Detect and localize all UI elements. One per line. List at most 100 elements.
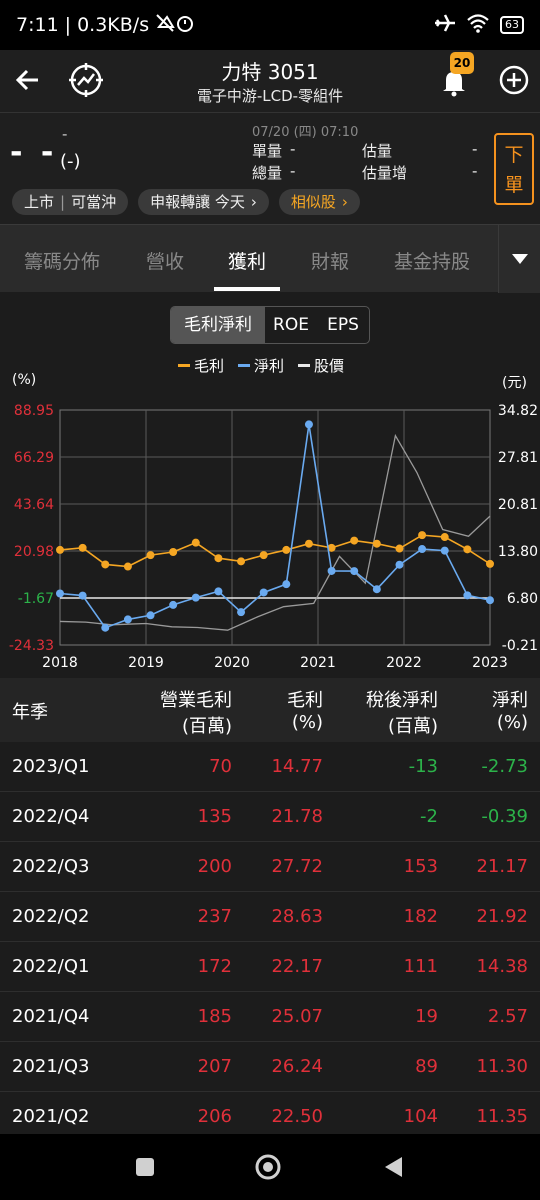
table-row[interactable]: 2022/Q4 135 21.78 -2 -0.39 — [0, 792, 540, 842]
point-net — [350, 567, 359, 576]
point-gross — [169, 547, 178, 556]
cell-gross-margin: 14.77 — [271, 756, 323, 777]
cell-net-income: 182 — [403, 906, 438, 927]
series-line-gross — [59, 534, 491, 568]
y-left-tick-label: 88.95 — [14, 403, 54, 419]
point-net — [463, 591, 472, 600]
point-net — [486, 596, 494, 605]
point-gross — [350, 536, 359, 545]
cell-net-margin: 14.38 — [476, 956, 528, 977]
segment-margin[interactable]: 毛利淨利 — [171, 307, 265, 343]
point-net — [146, 611, 155, 620]
cell-net-margin: -0.39 — [481, 806, 528, 827]
target-chart-icon[interactable] — [66, 60, 106, 100]
cell-gross-profit: 206 — [197, 1106, 232, 1127]
back-icon[interactable] — [378, 1152, 408, 1182]
system-nav-bar — [0, 1134, 540, 1200]
stock-title: 力特 3051 — [221, 60, 319, 84]
point-net — [101, 623, 110, 632]
tab-financials[interactable]: 財報 — [311, 251, 350, 273]
price-change: - — [62, 125, 68, 143]
order-button[interactable]: 下單 — [494, 133, 534, 205]
segment-roe[interactable]: ROE — [273, 315, 309, 335]
chevron-right-icon: › — [250, 193, 257, 211]
cell-gross-profit: 135 — [197, 806, 232, 827]
chip-divider: | — [60, 193, 66, 211]
point-net — [395, 560, 404, 569]
tab-profit[interactable]: 獲利 — [228, 251, 267, 273]
y-left-tick-label: -1.67 — [18, 591, 54, 607]
cell-gross-profit: 70 — [209, 756, 232, 777]
point-net — [56, 589, 64, 598]
point-gross — [282, 545, 291, 554]
tab-chip-distribution[interactable]: 籌碼分佈 — [24, 251, 101, 273]
point-gross — [191, 538, 200, 547]
cell-gross-profit: 237 — [197, 906, 232, 927]
y-right-tick-label: 6.80 — [507, 591, 538, 607]
header-gross-margin: 毛利 — [287, 690, 323, 711]
header-net-margin: 淨利 — [492, 690, 528, 711]
notification-badge: 20 — [450, 52, 474, 74]
cell-quarter: 2022/Q4 — [12, 806, 90, 827]
cell-net-income: 19 — [415, 1006, 438, 1027]
table-row[interactable]: 2022/Q1 172 22.17 111 14.38 — [0, 942, 540, 992]
y-left-tick-label: 66.29 — [14, 450, 54, 466]
point-gross — [418, 531, 427, 540]
cell-net-income: 89 — [415, 1056, 438, 1077]
status-net: 0.3KB/s — [77, 14, 150, 36]
add-icon[interactable] — [496, 62, 532, 98]
similar-stocks-chip[interactable]: 相似股 › — [278, 189, 360, 215]
cell-net-margin: 2.57 — [487, 1006, 528, 1027]
back-arrow-icon[interactable] — [10, 62, 46, 98]
point-net — [237, 608, 246, 617]
cell-net-margin: -2.73 — [481, 756, 528, 777]
single-vol-label: 單量 — [252, 142, 283, 160]
status-time: 7:11 — [16, 14, 59, 36]
point-net — [191, 593, 200, 602]
point-net — [282, 580, 291, 589]
legend-gross-label: 毛利 — [194, 357, 225, 375]
table-row[interactable]: 2022/Q2 237 28.63 182 21.92 — [0, 892, 540, 942]
stock-industry: 電子中游-LCD-零組件 — [196, 87, 344, 105]
single-vol-value: - — [290, 140, 296, 158]
margin-chart: 88.95 34.82 66.29 27.81 43.64 20.81 20.98 13.80… — [9, 403, 538, 671]
point-net — [169, 600, 178, 609]
bell-icon[interactable] — [436, 64, 472, 100]
battery-icon: 63 — [500, 16, 524, 34]
market-chip[interactable]: 上市 | 可當沖 — [12, 189, 129, 215]
price-value: - - — [10, 135, 58, 170]
tabs-dropdown-button[interactable] — [498, 225, 540, 293]
transfer-chip[interactable]: 申報轉讓 今天 › — [138, 189, 269, 215]
segment-eps[interactable]: EPS — [327, 315, 359, 335]
table-row[interactable]: 2021/Q4 185 25.07 19 2.57 — [0, 992, 540, 1042]
section-tabs: 籌碼分佈 營收 獲利 財報 基金持股 — [0, 224, 540, 293]
cell-gross-profit: 172 — [197, 956, 232, 977]
point-gross — [395, 544, 404, 553]
legend-price-label: 股價 — [314, 357, 345, 375]
point-gross — [56, 545, 64, 554]
point-gross — [440, 533, 449, 542]
chevron-right-icon: › — [341, 193, 348, 211]
tab-fund-holdings[interactable]: 基金持股 — [394, 251, 471, 273]
cell-gross-profit: 200 — [197, 856, 232, 877]
x-tick-label: 2020 — [214, 655, 250, 671]
y-right-tick-label: 34.82 — [498, 403, 538, 419]
cell-gross-margin: 22.50 — [271, 1106, 323, 1127]
table-row[interactable]: 2022/Q3 200 27.72 153 21.17 — [0, 842, 540, 892]
point-gross — [237, 557, 246, 566]
cell-net-margin: 11.30 — [476, 1056, 528, 1077]
cell-quarter: 2021/Q2 — [12, 1106, 90, 1127]
table-row[interactable]: 2023/Q1 70 14.77 -13 -2.73 — [0, 742, 540, 792]
table-row[interactable]: 2021/Q3 207 26.24 89 11.30 — [0, 1042, 540, 1092]
status-bar: 7:11 | 0.3KB/s 63 — [0, 0, 540, 50]
x-tick-label: 2023 — [472, 655, 508, 671]
legend-net: 淨利 — [238, 355, 284, 376]
plot-frame — [59, 409, 491, 646]
tab-revenue[interactable]: 營收 — [146, 251, 185, 273]
cell-net-margin: 11.35 — [476, 1106, 528, 1127]
header-net-income-unit: (百萬) — [387, 716, 438, 737]
home-icon[interactable] — [252, 1151, 284, 1183]
recents-icon[interactable] — [130, 1152, 160, 1182]
cell-quarter: 2021/Q4 — [12, 1006, 90, 1027]
y-left-tick-label: 43.64 — [14, 497, 54, 513]
